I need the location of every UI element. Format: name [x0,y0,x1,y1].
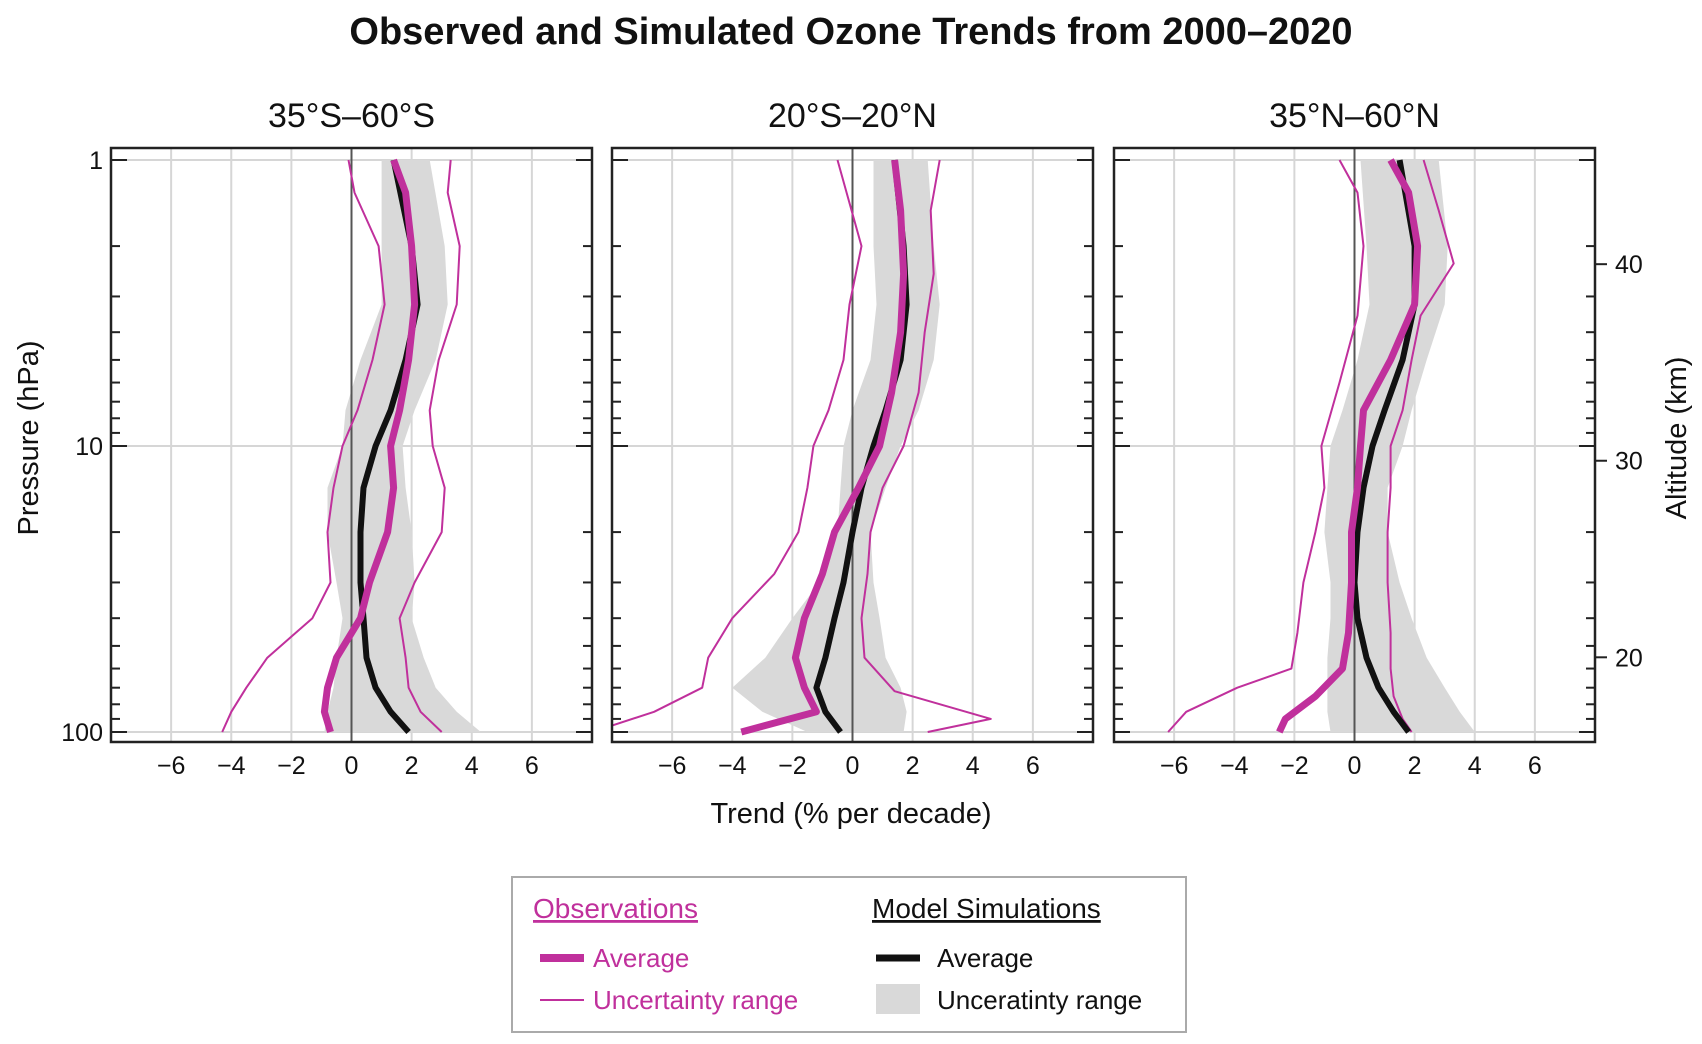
model-average-line [813,159,910,734]
x-tick-label: 6 [1528,752,1542,780]
plot-area-35s-60s [111,148,592,742]
pressure-tick-label: 1 [89,147,103,175]
y-axis-title-pressure: Pressure (hPa) [13,340,45,535]
obs-uncertainty-upper-line [1386,159,1455,733]
altitude-axis: 20 30 40 [1595,251,1643,672]
panel-title-35n-60n: 35°N–60°N [1269,97,1440,135]
x-tick-label: −6 [658,752,687,780]
legend-box [511,876,1187,1033]
x-tick-label: 4 [1468,752,1482,780]
pressure-tick-label: 100 [61,719,103,747]
obs-uncertainty-lower-line [1167,159,1365,733]
y-axis-title-altitude: Altitude (km) [1661,357,1693,520]
pressure-tick-label: 10 [75,433,103,461]
legend-label-obs-range: Uncertainty range [593,985,798,1015]
x-tick-label: 2 [405,752,419,780]
legend-swatch-model-range [876,984,920,1014]
panel-35n-60n: 35°N–60°N −6 −4 −2 0 2 4 6 [1112,97,1597,780]
obs-average-line [740,159,908,736]
obs-average-line [1276,158,1422,734]
plot-area-35n-60n [1114,148,1595,742]
x-tick-label: 4 [465,752,479,780]
obs-average-line [320,158,419,734]
x-tick-label: −6 [1160,752,1189,780]
x-tick-label: 4 [966,752,980,780]
x-tick-label: −2 [1280,752,1309,780]
obs-uncertainty-upper-line [860,159,992,733]
obs-uncertainty-upper-line [398,159,461,733]
plot-area-20s-20n [612,148,1093,742]
x-tick-label: −2 [778,752,807,780]
x-tick-label: −4 [1220,752,1249,780]
legend-label-model-range: Unceratinty range [937,985,1142,1015]
x-tick-label: 2 [1408,752,1422,780]
legend-heading-model: Model Simulations [872,893,1101,924]
altitude-tick-label: 30 [1615,448,1643,476]
x-tick-label: 0 [846,752,860,780]
x-tick-label: −6 [157,752,186,780]
legend-heading-observations: Observations [533,893,698,924]
figure-title: Observed and Simulated Ozone Trends from… [349,11,1352,53]
x-tick-label: −4 [217,752,246,780]
x-tick-label: −2 [277,752,306,780]
obs-uncertainty-lower-line [612,159,863,727]
x-axis-title: Trend (% per decade) [710,798,991,830]
model-uncertainty-band [1324,160,1475,732]
legend-label-model-average: Average [937,943,1033,973]
x-tick-label: 6 [1026,752,1040,780]
x-tick-label: 0 [1348,752,1362,780]
panel-35s-60s: 35°S–60°S −6 −4 −2 0 2 4 6 1 10 100 [61,97,594,780]
panel-title-35s-60s: 35°S–60°S [268,97,435,135]
altitude-tick-label: 40 [1615,251,1643,279]
altitude-tick-label: 20 [1615,644,1643,672]
x-tick-label: −4 [718,752,747,780]
x-tick-label: 0 [345,752,359,780]
panel-20s-20n: 20°S–20°N −6 −4 −2 0 2 4 6 [610,97,1095,780]
legend-label-obs-average: Average [593,943,689,973]
model-uncertainty-band [732,160,940,732]
legend: Observations Model Simulations Average U… [511,876,1187,1033]
panel-title-20s-20n: 20°S–20°N [768,97,937,135]
x-tick-label: 6 [525,752,539,780]
obs-uncertainty-lower-line [221,159,386,733]
x-tick-label: 2 [906,752,920,780]
